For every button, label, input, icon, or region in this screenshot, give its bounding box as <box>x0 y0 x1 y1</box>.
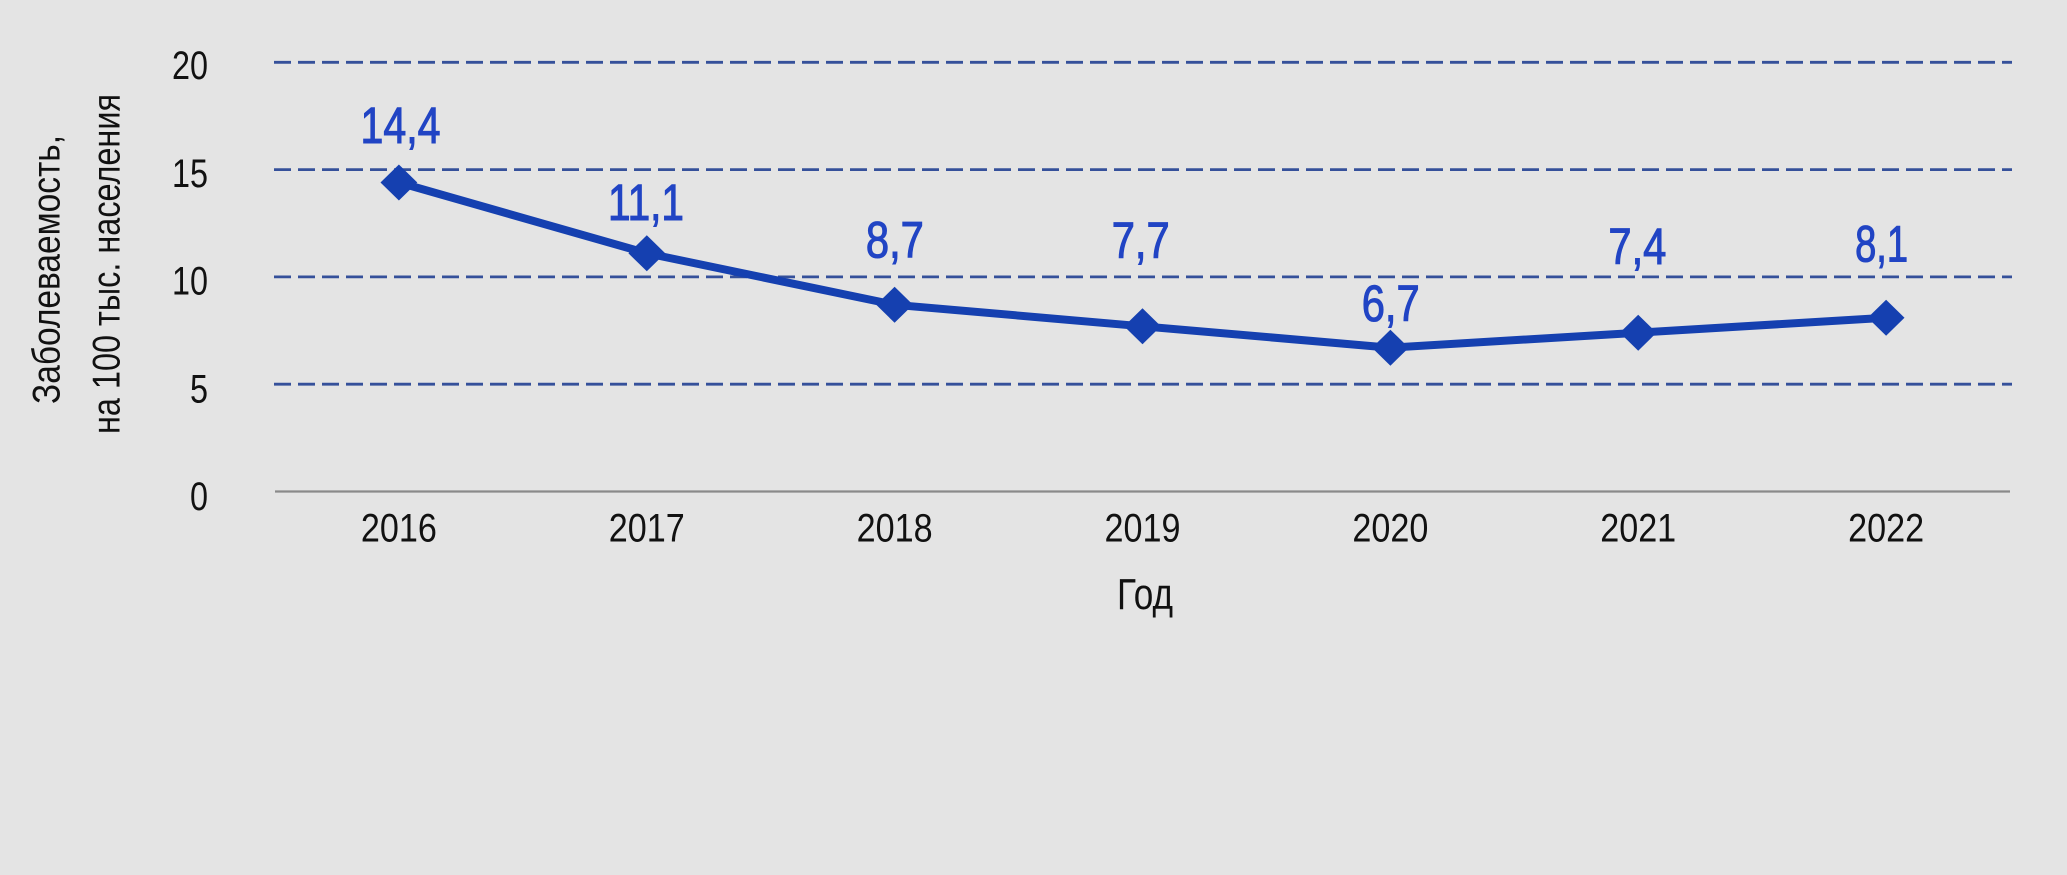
svg-text:7,7: 7,7 <box>1112 212 1170 269</box>
svg-text:Заболеваемость,: Заболеваемость, <box>26 135 69 404</box>
svg-text:2017: 2017 <box>609 507 685 551</box>
svg-text:на 100 тыс. населения: на 100 тыс. населения <box>86 94 129 434</box>
svg-text:Год: Год <box>1117 571 1173 619</box>
svg-text:8,1: 8,1 <box>1855 216 1908 273</box>
svg-text:10: 10 <box>172 260 208 304</box>
svg-text:6,7: 6,7 <box>1362 275 1420 332</box>
svg-text:7,4: 7,4 <box>1608 218 1666 275</box>
svg-text:20: 20 <box>172 44 208 88</box>
svg-text:2018: 2018 <box>857 507 933 551</box>
svg-text:2016: 2016 <box>361 507 437 551</box>
svg-text:2019: 2019 <box>1105 507 1181 551</box>
svg-text:11,1: 11,1 <box>608 174 684 231</box>
svg-text:8,7: 8,7 <box>866 211 924 268</box>
svg-text:5: 5 <box>190 367 208 411</box>
svg-text:0: 0 <box>190 475 208 519</box>
svg-text:2022: 2022 <box>1848 507 1924 551</box>
svg-text:2021: 2021 <box>1600 507 1676 551</box>
svg-text:15: 15 <box>172 152 208 196</box>
svg-text:14,4: 14,4 <box>361 97 441 154</box>
svg-text:2020: 2020 <box>1352 507 1428 551</box>
